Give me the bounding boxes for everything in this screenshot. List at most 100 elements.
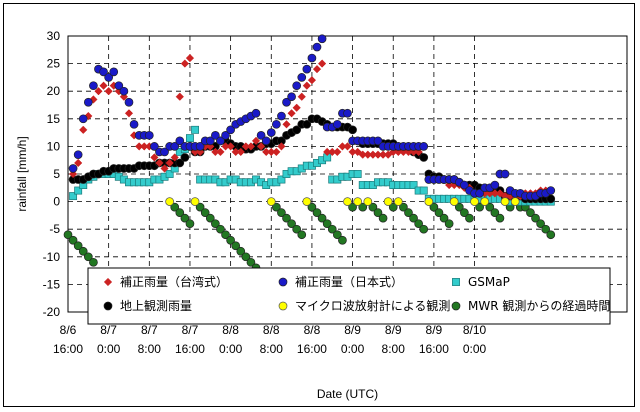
x-tick-label-time: 16:00 xyxy=(175,342,205,356)
axis-layer: -20 -15 -10 -5 0 5 10 15 20 25 30 8/6 16:00 8/7 0:00 8/… xyxy=(43,29,628,356)
data-point xyxy=(424,197,434,206)
data-point xyxy=(221,230,230,240)
data-point xyxy=(73,150,83,160)
data-point xyxy=(343,142,352,151)
data-point xyxy=(439,213,449,223)
legend-box xyxy=(87,267,611,325)
data-point xyxy=(388,202,398,212)
data-point xyxy=(292,125,302,135)
data-point xyxy=(460,208,469,217)
data-point xyxy=(343,197,352,206)
x-tick-label-date: 8/9 xyxy=(344,323,361,337)
y-tick-label: 5 xyxy=(53,167,60,181)
data-point xyxy=(170,142,180,151)
data-point xyxy=(475,202,484,212)
data-point xyxy=(261,136,271,146)
data-point xyxy=(536,219,545,229)
data-point xyxy=(256,142,266,151)
data-point xyxy=(454,202,464,212)
x-tick-label-date: 8/9 xyxy=(385,323,402,337)
data-point xyxy=(429,202,439,212)
data-point xyxy=(333,147,342,157)
y-axis-label: rainfall [mm/h] xyxy=(15,136,29,211)
data-point xyxy=(363,197,373,206)
data-point xyxy=(216,136,225,146)
data-point xyxy=(475,188,484,198)
data-point xyxy=(114,81,124,91)
y-tick-label: -10 xyxy=(43,250,61,264)
data-point xyxy=(409,181,418,189)
data-point xyxy=(78,114,88,124)
data-point xyxy=(353,197,363,206)
data-point xyxy=(378,213,388,223)
data-point xyxy=(444,219,454,229)
x-tick-label-time: 0:00 xyxy=(219,342,243,356)
series-group xyxy=(165,197,520,206)
data-point xyxy=(150,142,159,151)
data-point xyxy=(490,180,500,190)
x-axis-label: Date (UTC) xyxy=(317,387,378,401)
data-point xyxy=(414,219,423,229)
data-point xyxy=(272,119,281,129)
data-point xyxy=(83,252,93,262)
data-point xyxy=(68,164,78,173)
data-point xyxy=(124,109,134,118)
data-point xyxy=(297,73,307,82)
data-point xyxy=(180,153,190,162)
data-point xyxy=(434,208,444,217)
y-tick-label: 20 xyxy=(47,84,61,98)
data-point xyxy=(373,136,383,146)
data-point xyxy=(470,197,479,206)
y-tick-label: -15 xyxy=(43,277,61,291)
data-point xyxy=(368,202,378,212)
y-tick-label: 10 xyxy=(47,139,61,153)
data-point xyxy=(404,208,413,217)
data-point xyxy=(272,147,281,157)
data-point xyxy=(266,197,276,206)
data-point xyxy=(68,235,78,245)
data-point xyxy=(460,180,469,190)
data-point xyxy=(129,119,139,129)
data-point xyxy=(175,208,185,217)
data-point xyxy=(236,147,245,157)
data-point xyxy=(419,142,429,151)
x-tick-label-date: 8/7 xyxy=(182,323,199,337)
legend-marker xyxy=(278,301,288,311)
data-point xyxy=(185,219,195,229)
data-point xyxy=(312,208,322,217)
legend-label: GSMaP xyxy=(468,275,510,289)
legend-marker xyxy=(452,278,460,286)
data-point xyxy=(109,67,119,77)
y-tick-label: 25 xyxy=(47,57,61,71)
data-point xyxy=(307,53,317,63)
data-point xyxy=(211,219,220,229)
data-point xyxy=(490,208,500,217)
data-point xyxy=(500,197,510,206)
data-point xyxy=(485,202,495,212)
x-tick-label-date: 8/10 xyxy=(463,323,487,337)
data-point xyxy=(226,125,235,135)
data-point xyxy=(256,131,266,140)
data-point xyxy=(465,213,474,223)
data-point xyxy=(277,208,286,217)
x-tick-label-date: 8/8 xyxy=(263,323,280,337)
data-point xyxy=(200,208,210,217)
data-point xyxy=(246,142,256,151)
y-tick-label: 30 xyxy=(47,29,61,43)
x-tick-label-time: 0:00 xyxy=(97,342,121,356)
data-point xyxy=(277,175,286,184)
legend-label: 補正雨量（日本式） xyxy=(295,275,403,289)
x-tick-label-date: 8/9 xyxy=(426,323,443,337)
series-group xyxy=(68,34,556,201)
data-point xyxy=(170,153,179,162)
data-point xyxy=(302,81,311,90)
data-point xyxy=(282,120,291,129)
data-point xyxy=(297,92,306,101)
data-point xyxy=(78,246,88,256)
data-point xyxy=(282,97,291,107)
x-tick-label-time: 16:00 xyxy=(53,342,83,356)
data-point xyxy=(312,64,322,74)
data-point xyxy=(266,128,276,137)
data-point xyxy=(343,108,352,118)
